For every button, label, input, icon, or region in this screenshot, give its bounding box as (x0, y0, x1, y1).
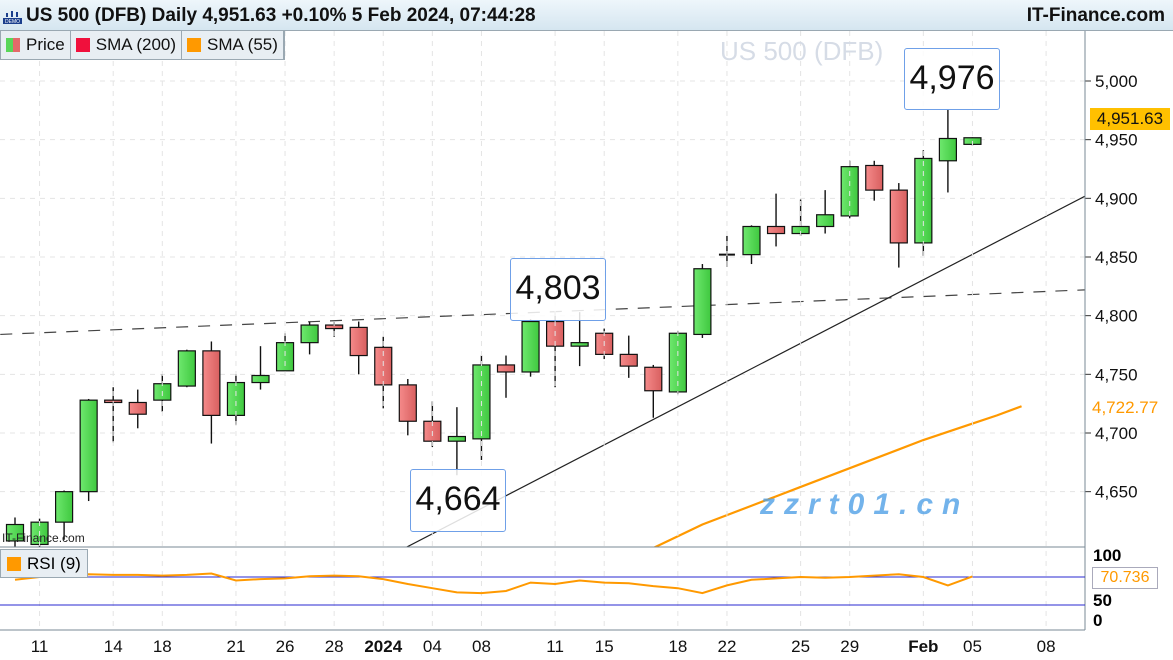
sma55-line (652, 405, 1022, 547)
rsi-value-tag: 70.736 (1092, 567, 1158, 589)
sma55-tag: 4,722.77 (1092, 398, 1159, 417)
candle-up (447, 435, 466, 442)
candle-up (742, 225, 761, 256)
candle-up (300, 324, 319, 344)
x-tick-label: 25 (791, 637, 810, 656)
candle-down (619, 353, 638, 367)
candle-down (644, 366, 663, 392)
x-tick-label: 18 (668, 637, 687, 656)
sma200-swatch-icon (75, 38, 90, 52)
y-tick-label: 4,700 (1095, 424, 1138, 443)
instrument-watermark: US 500 (DFB) (720, 36, 884, 66)
legend-sma200[interactable]: SMA (200) (71, 31, 183, 59)
candle-up (570, 342, 589, 347)
y-tick-label: 4,650 (1095, 483, 1138, 502)
annotation-high: 4,976 (904, 48, 1000, 110)
candle-down (202, 350, 221, 416)
candle-up (521, 320, 540, 373)
x-tick-label: Feb (908, 637, 938, 656)
x-tick-label: 26 (276, 637, 295, 656)
trendline-solid (405, 195, 1085, 547)
x-tick-label: 2024 (364, 637, 402, 656)
svg-text:DEMO: DEMO (5, 19, 20, 24)
x-tick-label: 22 (717, 637, 736, 656)
demo-chart-icon: DEMO (3, 11, 22, 24)
x-tick-label: 08 (472, 637, 491, 656)
rsi-label: RSI (9) (27, 553, 81, 573)
legend-price[interactable]: Price (1, 31, 71, 59)
y-tick-label: 4,800 (1095, 307, 1138, 326)
rsi-line (14, 572, 973, 595)
candle-up (226, 381, 246, 416)
x-tick-label: 05 (963, 637, 982, 656)
x-tick-label: 28 (325, 637, 344, 656)
price-swatch-icon (6, 38, 20, 52)
candle-down (766, 225, 786, 235)
candle-down (889, 189, 908, 244)
candle-up (938, 137, 958, 162)
x-tick-label: 11 (546, 637, 564, 656)
x-tick-label: 11 (31, 637, 49, 656)
candle-down (496, 364, 516, 373)
legend-sma55[interactable]: SMA (55) (182, 31, 284, 59)
site-watermark: zzrt01.cn (760, 488, 970, 521)
y-tick-label: 4,850 (1095, 248, 1138, 267)
candle-up (816, 214, 835, 228)
annotation-mid: 4,803 (510, 258, 606, 321)
candle-up (251, 374, 270, 384)
candle-up (693, 268, 712, 336)
rsi-tick-0: 0 (1093, 611, 1103, 630)
trendline-dashed (0, 289, 1085, 336)
y-tick-label: 4,750 (1095, 365, 1138, 384)
y-tick-label: 5,000 (1095, 72, 1138, 91)
candle-down (349, 326, 368, 357)
brand-name: IT-Finance.com (1026, 5, 1165, 26)
candle-up (275, 342, 295, 372)
legend-label: Price (26, 35, 65, 54)
price-plot (0, 80, 1085, 547)
sma55-swatch-icon (187, 38, 202, 52)
title-bar: DEMO US 500 (DFB) Daily 4,951.63 +0.10% … (0, 0, 1173, 31)
x-tick-label: 15 (595, 637, 614, 656)
legend-label: SMA (200) (95, 35, 177, 54)
rsi-tick-50: 50 (1093, 591, 1112, 610)
y-tick-label: 4,950 (1095, 131, 1138, 150)
x-tick-label: 21 (226, 637, 245, 656)
y-tick-label: 4,900 (1095, 189, 1138, 208)
legend-label: SMA (55) (207, 35, 278, 54)
candle-down (865, 164, 884, 191)
annotation-low: 4,664 (410, 469, 506, 532)
chart-title: US 500 (DFB) Daily 4,951.63 +0.10% 5 Feb… (26, 5, 536, 26)
legend: Price SMA (200) SMA (55) (0, 31, 285, 60)
x-tick-label: 18 (153, 637, 172, 656)
x-tick-label: 14 (104, 637, 123, 656)
candle-down (398, 384, 417, 422)
rsi-legend[interactable]: RSI (9) (0, 549, 88, 578)
x-tick-label: 29 (840, 637, 859, 656)
rsi-tick-100: 100 (1093, 546, 1122, 565)
candle-up (177, 350, 196, 387)
candle-up (79, 399, 98, 493)
x-tick-label: 04 (423, 637, 442, 656)
candle-up (54, 491, 74, 523)
x-tick-label: 08 (1037, 637, 1056, 656)
source-watermark: IT-Finance.com (2, 531, 85, 545)
candle-down (128, 401, 147, 415)
last-price-tag: 4,951.63 (1090, 108, 1170, 130)
candle-up (5, 523, 25, 542)
rsi-swatch-icon (7, 556, 21, 571)
